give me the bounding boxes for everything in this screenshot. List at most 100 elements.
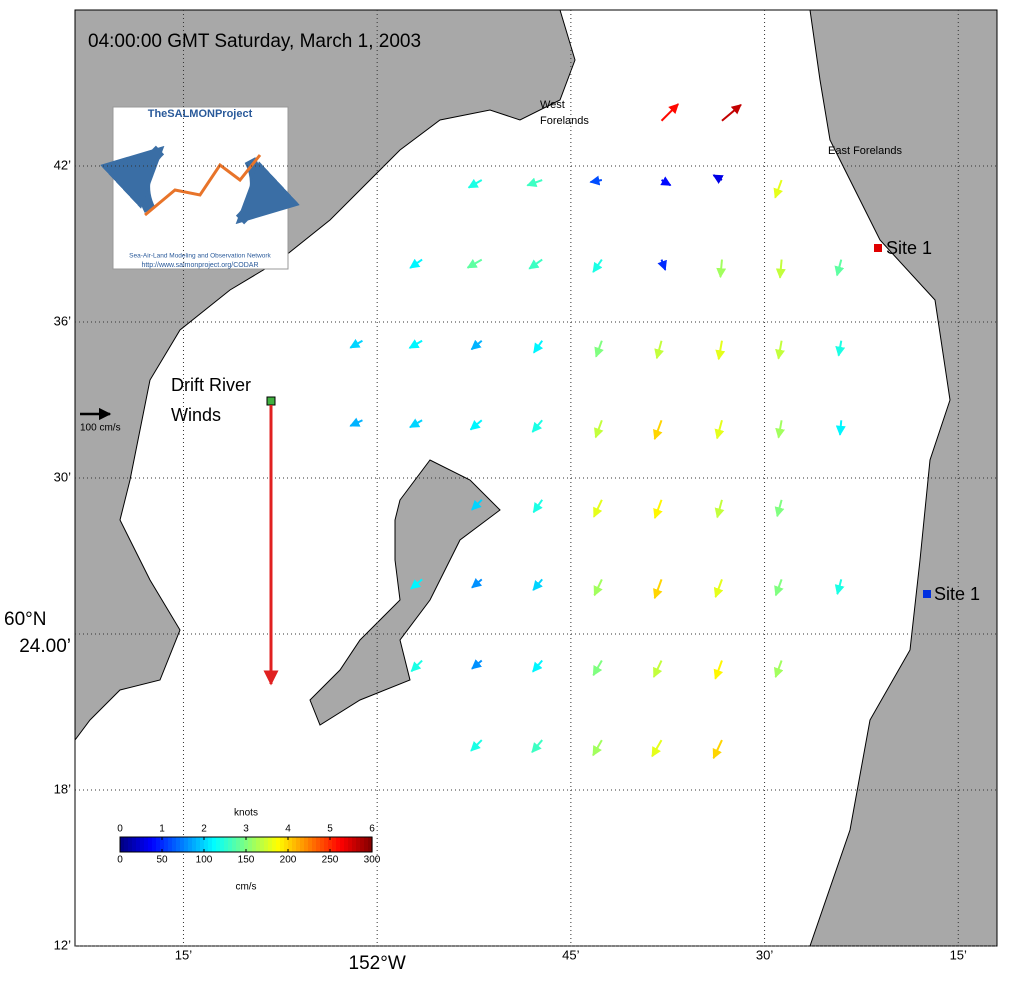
colorbar-cell [228,837,233,852]
current-arrow [775,420,786,439]
colorbar-cell [324,837,329,852]
current-arrow [470,739,483,752]
current-arrow [471,499,483,511]
colorbar-cell [288,837,293,852]
colorbar-cell [168,837,173,852]
logo-line [144,154,262,217]
colorbar-cell [336,837,341,852]
colorbar-cell [232,837,237,852]
current-arrow [592,739,603,757]
site-label: Site 1 [886,238,932,258]
place-label: East Forelands [828,145,902,157]
colorbar-cell [348,837,353,852]
current-arrow [660,103,679,122]
current-arrow [592,660,603,677]
colorbar-tick-label: 300 [364,855,381,866]
wind-label: Drift River [171,375,251,395]
colorbar-cell [244,837,249,852]
colorbar-tick-label: 1 [159,824,165,835]
colorbar-cell [308,837,313,852]
wind-label: Winds [171,405,221,425]
current-arrow [589,175,603,186]
place-label: Forelands [540,115,589,127]
current-arrow [657,259,667,271]
colorbar-cell [160,837,165,852]
current-arrow [713,660,724,680]
current-arrow [773,179,783,199]
colorbar-cell [292,837,297,852]
colorbar-cell [296,837,301,852]
current-arrow [773,660,784,678]
lat-degree-label: 60°N [4,609,46,630]
colorbar-cell [320,837,325,852]
current-arrow [349,417,363,427]
colorbar-cell [180,837,185,852]
colorbar-cell [276,837,281,852]
logo-url: http://www.salmonproject.org/CODAR [141,262,258,269]
current-arrow [532,578,543,591]
colorbar-tick-label: 150 [238,855,255,866]
current-arrow [835,420,846,436]
colorbar-cell [352,837,357,852]
current-arrow [408,339,423,349]
colorbar-cell [268,837,273,852]
current-arrow [652,660,663,678]
current-arrow [592,259,603,273]
x-tick-label: 15’ [175,947,192,962]
colorbar-tick-label: 50 [156,855,168,866]
colorbar-cell [260,837,265,852]
y-tick-label: 36’ [54,313,71,328]
current-arrow [774,499,785,518]
logo-title: TheSALMONProject [148,108,253,120]
current-arrow [654,340,664,360]
colorbar-cell [264,837,269,852]
colorbar-cell [192,837,197,852]
site-marker [874,244,882,252]
colorbar-cell [212,837,217,852]
colorbar-cell [184,837,189,852]
current-arrow [410,578,423,590]
colorbar-tick-label: 200 [280,855,297,866]
colorbar-cell [252,837,257,852]
colorbar-cell [300,837,305,852]
wind-station [266,396,276,406]
current-arrow [660,176,672,187]
colorbar-cell [140,837,145,852]
colorbar-cell [224,837,229,852]
current-arrow [835,340,846,357]
current-arrow [467,178,483,189]
current-arrow [594,340,604,358]
current-arrow [593,578,603,597]
colorbar-cell [216,837,221,852]
colorbar-cell [136,837,141,852]
current-arrow [532,659,543,673]
x-tick-label: 15’ [950,947,967,962]
current-arrow [721,104,742,122]
current-arrow [469,419,483,431]
current-arrow [531,739,543,753]
colorbar-cell [284,837,289,852]
colorbar-cell [176,837,181,852]
colorbar-label: knots [234,808,258,819]
current-arrow [653,579,663,600]
colorbar-cell [208,837,213,852]
colorbar-cell [148,837,153,852]
y-tick-label: 18’ [54,781,71,796]
colorbar-tick-label: 100 [196,855,213,866]
y-tick-label: 30’ [54,469,71,484]
scale-label: 100 cm/s [80,423,121,434]
current-arrow [532,499,544,514]
colorbar-cell [312,837,317,852]
current-arrow [712,739,723,760]
current-arrow [712,174,724,184]
colorbar-cell [256,837,261,852]
current-arrow [834,259,845,277]
site-label: Site 1 [934,584,980,604]
colorbar-cell [156,837,161,852]
current-arrow [651,739,663,758]
current-arrow [466,258,483,269]
colorbar-tick-label: 6 [369,824,375,835]
x-tick-label: 30’ [756,947,773,962]
x-tick-label: 152°W [349,953,406,974]
